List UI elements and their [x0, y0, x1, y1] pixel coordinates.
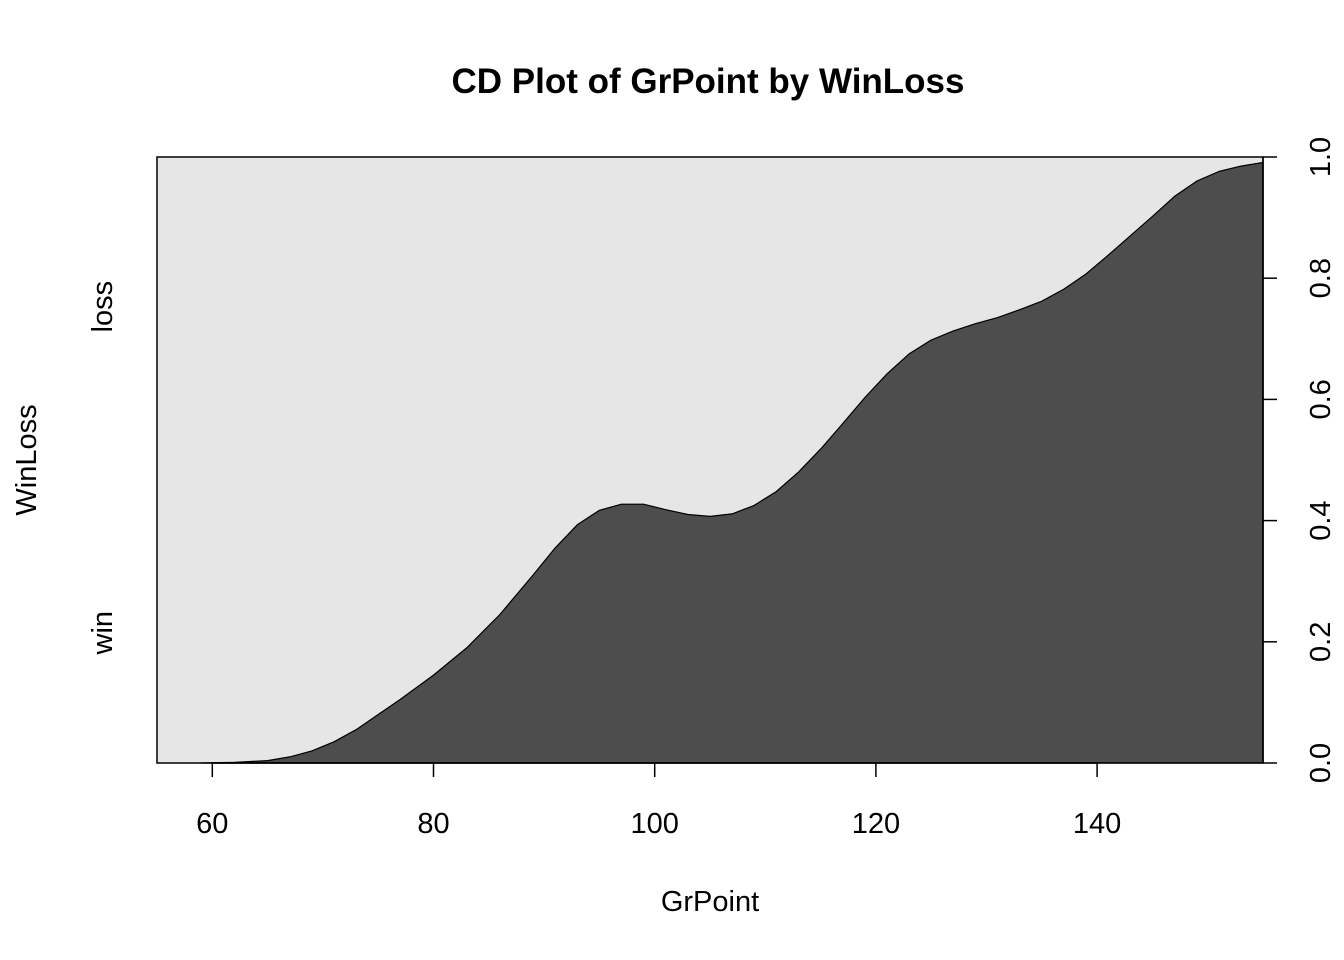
y-tick-label: 0.6: [1305, 379, 1337, 419]
axes: 60 80 100 120 140 0.0 0.2 0.4 0.6 0.8 1.0 win loss: [87, 137, 1337, 840]
category-label-win: win: [87, 611, 119, 656]
y-axis-label: WinLoss: [11, 404, 43, 515]
category-label-loss: loss: [87, 281, 119, 333]
y-tick-label: 0.2: [1305, 622, 1337, 662]
x-tick-label: 140: [1073, 808, 1121, 840]
series-region-win: [200, 161, 1264, 764]
y-tick-label: 0.4: [1305, 500, 1337, 540]
x-tick-label: 100: [631, 808, 679, 840]
chart-title: CD Plot of GrPoint by WinLoss: [451, 62, 964, 101]
y-tick-label: 1.0: [1305, 137, 1337, 177]
x-tick-label: 80: [417, 808, 449, 840]
y-tick-label: 0.0: [1305, 743, 1337, 783]
x-tick-label: 120: [852, 808, 900, 840]
y-tick-label: 0.8: [1305, 258, 1337, 298]
x-tick-label: 60: [196, 808, 228, 840]
plot-area: [156, 156, 1264, 764]
x-axis-label: GrPoint: [661, 886, 759, 918]
